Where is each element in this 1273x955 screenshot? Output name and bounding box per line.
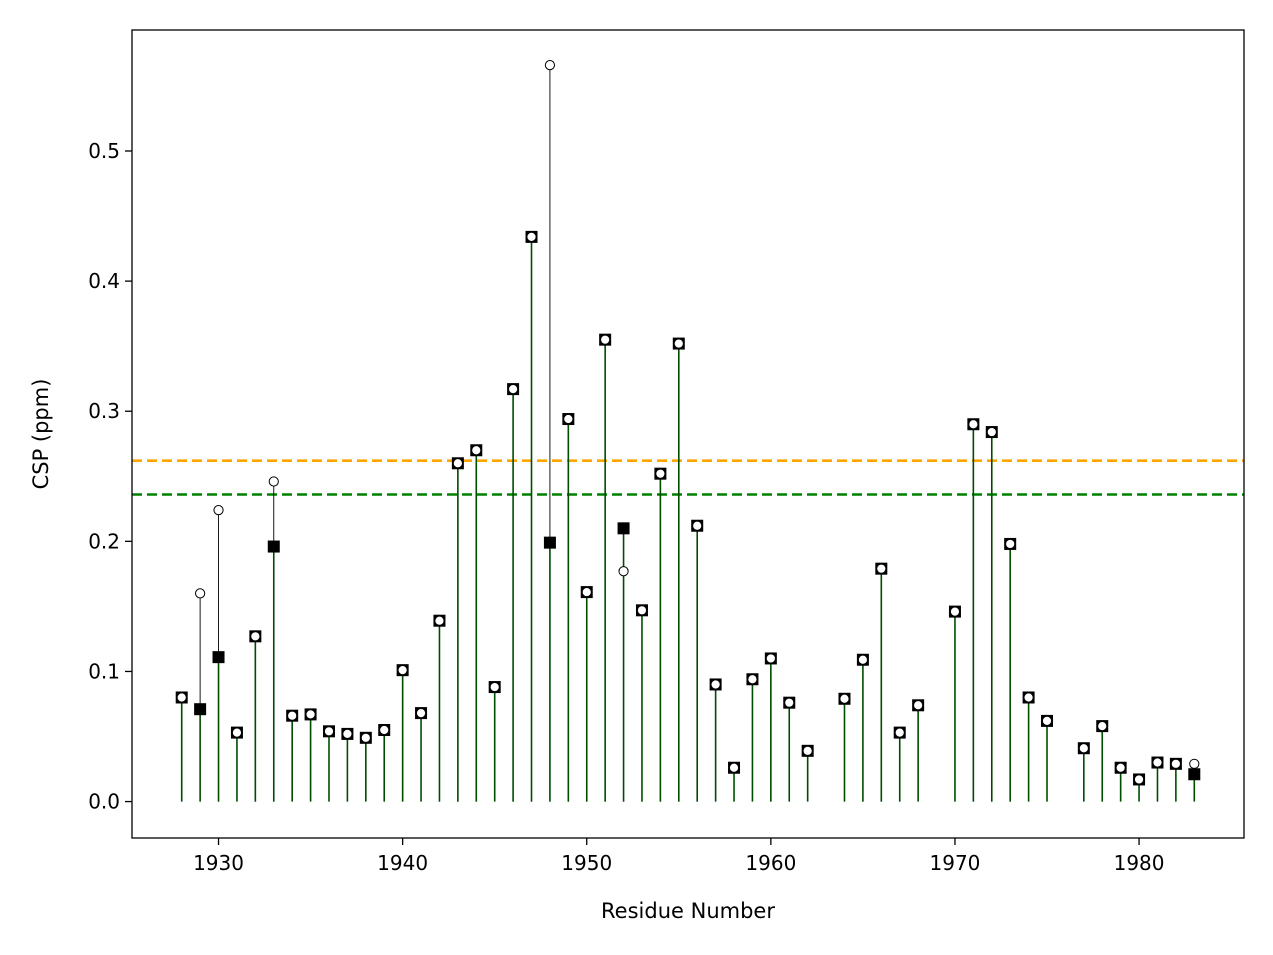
x-axis-label: Residue Number: [601, 899, 775, 923]
circle-marker-1929: [195, 588, 206, 599]
circle-marker-1942: [434, 615, 445, 626]
circle-marker-1966: [876, 563, 887, 574]
circle-marker-1928: [176, 692, 187, 703]
y-tick-label-0: 0.0: [88, 790, 120, 814]
circle-marker-1935: [305, 709, 316, 720]
x-tick-label-1960: 1960: [745, 851, 796, 875]
x-tick-label-1950: 1950: [561, 851, 612, 875]
y-tick-label-1: 0.1: [88, 659, 120, 683]
circle-marker-1953: [636, 605, 648, 616]
circle-marker-1974: [1023, 692, 1034, 703]
circle-marker-1934: [287, 710, 298, 721]
circle-marker-1979: [1115, 762, 1126, 773]
circle-marker-1939: [379, 724, 390, 736]
square-marker-1948: [543, 536, 556, 549]
circle-marker-1940: [397, 665, 408, 676]
circle-marker-1964: [839, 693, 850, 704]
circle-marker-1949: [563, 413, 574, 425]
x-tick-label-1930: 1930: [193, 851, 244, 875]
y-axis-label: CSP (ppm): [29, 379, 53, 490]
circle-marker-1965: [857, 654, 869, 665]
x-tick-label-1940: 1940: [377, 851, 428, 875]
circle-marker-1943: [452, 458, 463, 469]
square-marker-1952: [617, 522, 630, 535]
circle-marker-1968: [913, 700, 924, 711]
y-tick-label-5: 0.5: [88, 139, 120, 163]
circle-marker-1975: [1041, 715, 1053, 726]
x-tick-label-1980: 1980: [1114, 851, 1165, 875]
circle-marker-1947: [526, 231, 537, 242]
circle-marker-1959: [747, 674, 758, 685]
circle-marker-1961: [784, 697, 795, 708]
square-marker-1929: [194, 703, 207, 716]
circle-marker-1980: [1133, 774, 1145, 785]
square-marker-1930: [212, 651, 225, 664]
circle-marker-1981: [1152, 757, 1163, 768]
circle-marker-1931: [231, 727, 243, 738]
circle-marker-1982: [1170, 758, 1181, 769]
circle-marker-1952: [618, 566, 629, 577]
circle-marker-1957: [710, 679, 721, 690]
circle-marker-1958: [728, 762, 740, 773]
circle-marker-1936: [323, 726, 335, 737]
circle-marker-1955: [673, 338, 684, 349]
x-tick-label-1970: 1970: [930, 851, 981, 875]
circle-marker-1962: [802, 745, 813, 756]
circle-marker-1933: [268, 476, 279, 487]
circle-marker-1932: [250, 631, 261, 642]
axes-frame: [131, 29, 1245, 839]
circle-marker-1973: [1005, 538, 1016, 550]
circle-marker-1950: [581, 586, 592, 598]
circle-marker-1978: [1097, 721, 1108, 732]
circle-marker-1944: [471, 445, 482, 456]
circle-marker-1938: [360, 732, 371, 743]
circle-marker-1970: [949, 606, 961, 617]
circle-marker-1977: [1078, 743, 1089, 754]
square-marker-1983: [1188, 768, 1201, 781]
circle-marker-1937: [342, 728, 353, 740]
circle-marker-1945: [489, 681, 500, 693]
circle-marker-1941: [415, 707, 427, 719]
square-marker-1933: [267, 540, 280, 553]
circle-marker-1971: [968, 419, 979, 430]
y-tick-label-3: 0.3: [88, 399, 120, 423]
circle-marker-1956: [692, 520, 703, 531]
plot-area: [132, 60, 1244, 802]
y-tick-label-2: 0.2: [88, 529, 120, 553]
circle-marker-1960: [765, 653, 776, 664]
circle-marker-1972: [986, 426, 997, 438]
circle-marker-1967: [894, 727, 905, 738]
circle-marker-1951: [600, 334, 611, 345]
circle-marker-1983: [1189, 758, 1200, 769]
circle-marker-1954: [655, 468, 666, 479]
circle-marker-1948: [544, 60, 556, 71]
circle-marker-1930: [213, 505, 224, 516]
circle-marker-1946: [507, 384, 519, 395]
y-tick-label-4: 0.4: [88, 269, 120, 293]
